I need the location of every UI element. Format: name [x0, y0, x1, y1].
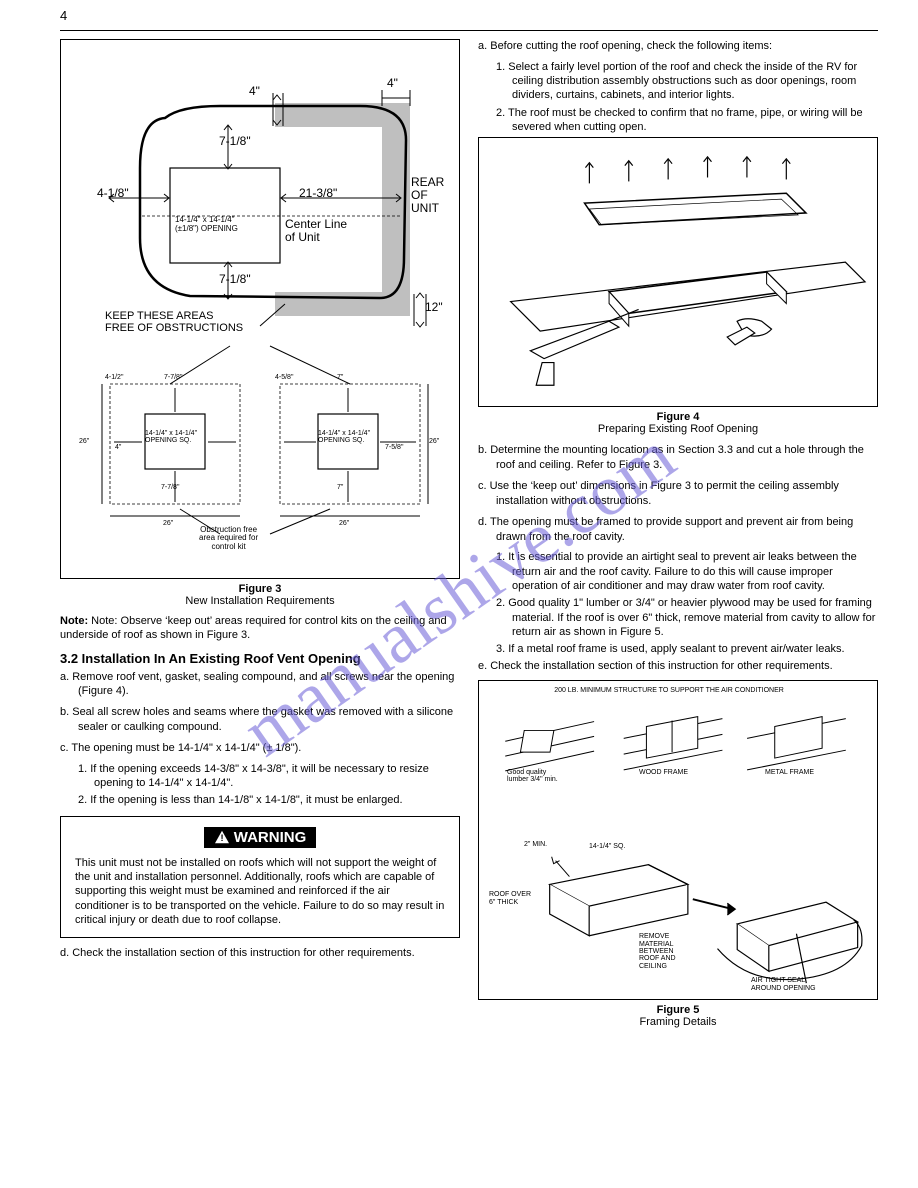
- right-d1: 1. It is essential to provide an airtigh…: [512, 550, 878, 593]
- step-b: b. Seal all screw holes and seams where …: [78, 705, 460, 735]
- dim-4-top: 4": [249, 84, 260, 98]
- dim-4-18: 4-1/8": [97, 186, 129, 200]
- lbl-7a: 7": [337, 374, 343, 381]
- fig3-cap-l2: New Installation Requirements: [185, 595, 334, 607]
- right-c: c. Use the ‘keep out’ dimensions in Figu…: [496, 479, 878, 509]
- sq-14b: 14-1/4" x 14-1/4" OPENING SQ.: [318, 430, 370, 444]
- right-a2: 2. The roof must be checked to confirm t…: [512, 106, 878, 135]
- lbl-26d: 26": [339, 520, 349, 527]
- warning-text: This unit must not be installed on roofs…: [75, 856, 445, 927]
- lbl-7b: 7": [337, 484, 343, 491]
- sq14a-l1: 14-1/4" x 14-1/4": [145, 430, 197, 437]
- lbl-26b: 26": [163, 520, 173, 527]
- lbl-4: 4": [115, 444, 121, 451]
- sq14a-l2: OPENING SQ.: [145, 437, 191, 444]
- lbl-778b: 7-7/8": [161, 484, 179, 491]
- figure-5-box: 200 LB. MINIMUM STRUCTURE TO SUPPORT THE…: [478, 680, 878, 1000]
- keep-free: KEEP THESE AREAS FREE OF OBSTRUCTIONS: [105, 310, 243, 334]
- left-note: Note: Note: Observe ‘keep out’ areas req…: [60, 615, 460, 643]
- step-c: c. The opening must be 14-1/4" x 14-1/4"…: [78, 741, 460, 756]
- right-column: a. Before cutting the roof opening, chec…: [478, 39, 878, 1028]
- lbl-airtight: AIR TIGHT SEAL AROUND OPENING: [751, 977, 816, 992]
- lbl-remove: REMOVE MATERIAL BETWEEN ROOF AND CEILING: [639, 933, 676, 970]
- left-column: 4" 4" 7-1/8" 7-1/8" 4-1/8" 21-3/8" REAR …: [60, 39, 460, 1028]
- lbl-778a: 7-7/8": [164, 374, 182, 381]
- right-a1: 1. Select a fairly level portion of the …: [512, 60, 878, 103]
- lbl-200lb: 200 LB. MINIMUM STRUCTURE TO SUPPORT THE…: [489, 687, 849, 694]
- fig4-cap-l2: Preparing Existing Roof Opening: [598, 423, 758, 435]
- opening-l1: 14-1/4" x 14-1/4": [175, 215, 235, 224]
- step-c1: 1. If the opening exceeds 14-3/8" x 14-3…: [94, 762, 460, 791]
- fig3-cap-l1: Figure 3: [239, 583, 282, 595]
- svg-text:!: !: [220, 833, 223, 843]
- sq14b-l1: 14-1/4" x 14-1/4": [318, 430, 370, 437]
- lbl-wood-frame: WOOD FRAME: [639, 769, 688, 776]
- figure-4-caption: Figure 4 Preparing Existing Roof Opening: [478, 411, 878, 435]
- lbl-458: 4-5/8": [275, 374, 293, 381]
- lbl-2min: 2" MIN.: [524, 841, 547, 848]
- opening-14x14: 14-1/4" x 14-1/4" (±1/8") OPENING: [175, 216, 238, 234]
- lbl-good-lumber: Good qualitylumber 3/4" min.: [507, 769, 558, 783]
- opening-l2: (±1/8") OPENING: [175, 224, 238, 233]
- dim-4-right: 4": [387, 76, 398, 90]
- lbl-1414sq: 14-1/4" SQ.: [589, 843, 625, 850]
- step-d-left: d. Check the installation section of thi…: [78, 946, 460, 961]
- right-d: d. The opening must be framed to provide…: [496, 515, 878, 545]
- right-d2: 2. Good quality 1" lumber or 3/4" or hea…: [512, 596, 878, 639]
- figure-5-caption: Figure 5 Framing Details: [478, 1004, 878, 1028]
- header-rule: [60, 30, 878, 31]
- right-d3: 3. If a metal roof frame is used, apply …: [512, 642, 878, 656]
- lbl-metal-frame: METAL FRAME: [765, 769, 814, 776]
- dim-7-18-bot: 7-1/8": [219, 272, 251, 286]
- lbl-roof-over: ROOF OVER 6" THICK: [489, 891, 531, 906]
- figure-3-lower: 4-1/2" 7-7/8" 26" 26" 7-7/8" 4" 4-5/8" 7…: [69, 344, 451, 544]
- warning-label: WARNING: [234, 829, 307, 846]
- sq-14a: 14-1/4" x 14-1/4" OPENING SQ.: [145, 430, 197, 444]
- figure-3-upper: 4" 4" 7-1/8" 7-1/8" 4-1/8" 21-3/8" REAR …: [69, 48, 451, 338]
- center-line-label: Center Line of Unit: [285, 218, 347, 244]
- page-number: 4: [60, 8, 67, 23]
- step-c2: 2. If the opening is less than 14-1/8" x…: [94, 793, 460, 807]
- sq14b-l2: OPENING SQ.: [318, 437, 364, 444]
- fig5-cap-l2: Framing Details: [639, 1016, 716, 1028]
- figure-4-svg: [485, 144, 871, 400]
- right-a: a. Before cutting the roof opening, chec…: [496, 39, 878, 54]
- step-a: a. Remove roof vent, gasket, sealing com…: [78, 670, 460, 700]
- figure-4-box: [478, 137, 878, 407]
- warning-triangle-icon: !: [214, 830, 230, 844]
- fig4-cap-l1: Figure 4: [657, 411, 700, 423]
- warning-banner: ! WARNING: [204, 827, 317, 848]
- dim-21-38: 21-3/8": [299, 186, 337, 200]
- obstruction-free: Obstruction free area required for contr…: [199, 526, 258, 551]
- rear-of-unit: REAR OF UNIT: [411, 176, 444, 216]
- figure-5-svg: [485, 687, 871, 993]
- section-3-2-title: 3.2 Installation In An Existing Roof Ven…: [60, 651, 460, 666]
- fig5-cap-l1: Figure 5: [657, 1004, 700, 1016]
- lbl-412: 4-1/2": [105, 374, 123, 381]
- figure-3-caption: Figure 3 New Installation Requirements: [60, 583, 460, 607]
- right-b: b. Determine the mounting location as in…: [496, 443, 878, 473]
- dim-12: 12": [425, 300, 443, 314]
- lbl-26c: 26": [429, 438, 439, 445]
- right-e: e. Check the installation section of thi…: [496, 659, 878, 674]
- dim-7-18-top: 7-1/8": [219, 134, 251, 148]
- figure-3-box: 4" 4" 7-1/8" 7-1/8" 4-1/8" 21-3/8" REAR …: [60, 39, 460, 579]
- left-note-text: Note: Observe ‘keep out’ areas required …: [60, 615, 447, 641]
- warning-box: ! WARNING This unit must not be installe…: [60, 816, 460, 938]
- lbl-758: 7-5/8": [385, 444, 403, 451]
- lbl-26a: 26": [79, 438, 89, 445]
